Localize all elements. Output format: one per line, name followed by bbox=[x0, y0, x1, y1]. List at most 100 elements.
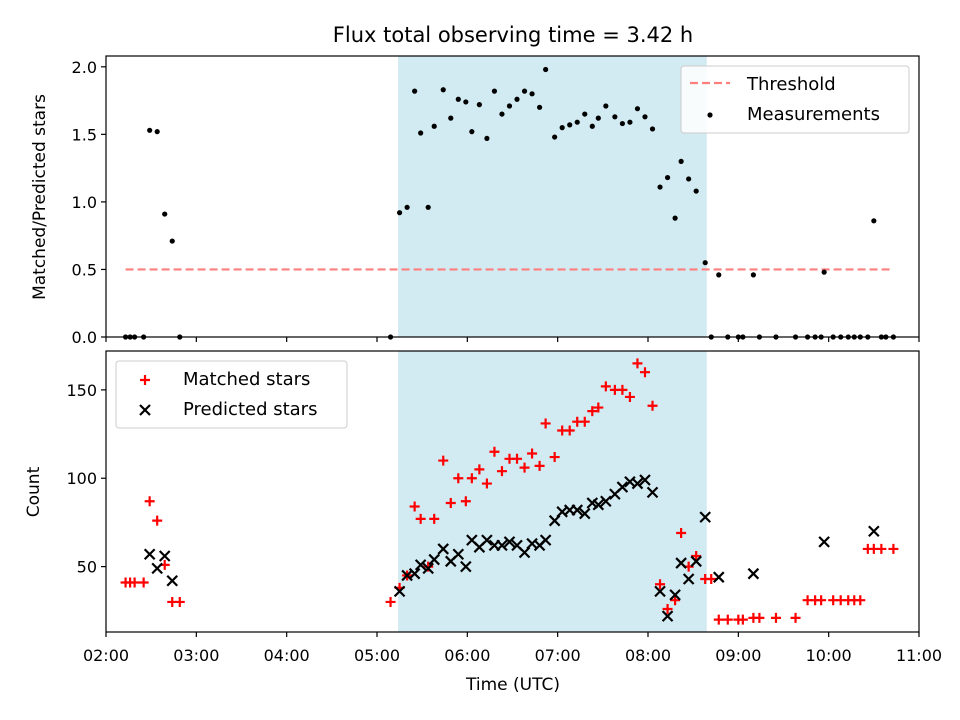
predicted-star-point bbox=[166, 574, 179, 587]
measurement-point bbox=[567, 122, 573, 128]
matched-star-point bbox=[152, 515, 163, 526]
matched-star-point bbox=[481, 478, 492, 489]
matched-star-point bbox=[713, 614, 724, 625]
measurement-point bbox=[521, 88, 528, 94]
measurement-point bbox=[574, 119, 580, 125]
matched-star-point bbox=[647, 400, 658, 411]
top-y-tick-label: 0.0 bbox=[72, 328, 97, 347]
bottom-legend: Matched stars Predicted stars bbox=[115, 360, 348, 429]
x-tick-label: 05:00 bbox=[354, 646, 400, 665]
predicted-star-point bbox=[539, 534, 552, 546]
measurement-point bbox=[642, 114, 648, 120]
matched-star-point bbox=[438, 455, 449, 466]
predicted-star-point bbox=[639, 474, 651, 486]
top-y-tick-label: 1.0 bbox=[72, 193, 97, 212]
matched-star-point bbox=[579, 416, 590, 427]
matched-star-point bbox=[593, 402, 604, 413]
x-tick-label: 04:00 bbox=[264, 646, 310, 665]
predicted-star-point bbox=[682, 573, 695, 585]
measurement-point bbox=[418, 130, 424, 136]
measurement-point bbox=[672, 215, 678, 221]
measurement-point bbox=[404, 204, 410, 210]
predicted-star-point bbox=[661, 610, 674, 622]
predicted-star-point bbox=[669, 589, 681, 601]
matched-star-point bbox=[460, 496, 471, 507]
matched-star-point bbox=[617, 384, 628, 395]
measurement-point bbox=[664, 174, 671, 181]
matched-star-point bbox=[737, 614, 748, 625]
matched-star-point bbox=[722, 614, 733, 625]
matched-star-point bbox=[662, 604, 673, 615]
predicted-star-point bbox=[747, 567, 760, 580]
measurement-point bbox=[589, 123, 595, 129]
x-tick-label: 10:00 bbox=[806, 646, 852, 665]
legend-measurements-swatch bbox=[707, 112, 713, 118]
matched-star-point bbox=[534, 460, 545, 471]
measurement-point bbox=[595, 115, 601, 121]
matched-star-point bbox=[540, 418, 551, 429]
measurement-point bbox=[657, 184, 663, 190]
measurement-point bbox=[440, 87, 446, 93]
predicted-star-point bbox=[690, 555, 702, 568]
legend-matched-swatch bbox=[140, 375, 150, 385]
x-tick-label: 07:00 bbox=[535, 646, 581, 665]
matched-star-point bbox=[706, 573, 717, 584]
predicted-star-point bbox=[712, 571, 725, 583]
matched-star-point bbox=[888, 543, 899, 554]
legend-predicted-swatch bbox=[139, 404, 151, 416]
matched-star-point bbox=[670, 595, 681, 606]
measurement-point bbox=[649, 126, 656, 132]
legend-matched-label: Matched stars bbox=[183, 369, 310, 390]
matched-star-point bbox=[624, 391, 635, 402]
predicted-star-point bbox=[481, 534, 493, 546]
measurement-point bbox=[693, 188, 699, 194]
measurement-point bbox=[412, 88, 418, 94]
matched-star-point bbox=[855, 595, 866, 606]
measurement-point bbox=[162, 211, 168, 217]
predicted-star-point bbox=[496, 539, 508, 552]
predicted-star-point bbox=[675, 557, 687, 569]
x-axis-label: Time (UTC) bbox=[465, 675, 560, 695]
matched-star-point bbox=[174, 596, 185, 607]
x-tick-label: 11:00 bbox=[896, 646, 942, 665]
predicted-star-point bbox=[818, 536, 830, 548]
predicted-star-point bbox=[158, 550, 171, 562]
measurement-point bbox=[476, 102, 482, 108]
x-tick-label: 08:00 bbox=[625, 646, 671, 665]
bottom-y-tick-label: 150 bbox=[66, 381, 97, 400]
bottom-y-axis-label: Count bbox=[24, 466, 44, 517]
matched-star-point bbox=[466, 473, 477, 484]
predicted-star-point bbox=[578, 507, 591, 520]
measurement-point bbox=[821, 269, 827, 275]
predicted-star-point bbox=[654, 585, 666, 598]
matched-star-point bbox=[655, 579, 666, 590]
top-observing-span bbox=[398, 56, 707, 337]
measurement-point bbox=[619, 120, 626, 127]
bottom-legend-box bbox=[115, 360, 348, 429]
predicted-star-point bbox=[631, 477, 644, 490]
predicted-star-point bbox=[600, 495, 612, 507]
legend-predicted-label: Predicted stars bbox=[183, 399, 317, 420]
matched-star-point bbox=[409, 501, 420, 512]
predicted-star-point bbox=[699, 511, 711, 523]
legend-measurements-label: Measurements bbox=[747, 104, 880, 125]
predicted-star-point bbox=[414, 559, 427, 571]
measurement-point bbox=[634, 106, 641, 112]
measurement-point bbox=[678, 158, 684, 164]
measurement-point bbox=[559, 125, 565, 131]
measurement-point bbox=[448, 115, 454, 121]
predicted-star-point bbox=[422, 562, 434, 575]
measurement-point bbox=[537, 104, 543, 110]
measurement-point bbox=[431, 123, 437, 129]
matched-star-point bbox=[770, 612, 781, 623]
top-legend-box bbox=[680, 65, 910, 134]
x-tick-label: 03:00 bbox=[173, 646, 219, 665]
matched-star-point bbox=[549, 452, 560, 463]
matched-star-point bbox=[496, 466, 507, 477]
measurement-point bbox=[686, 176, 692, 182]
predicted-star-point bbox=[151, 562, 163, 575]
matched-star-point bbox=[415, 513, 426, 524]
bottom-y-tick-label: 50 bbox=[77, 558, 97, 577]
matched-star-point bbox=[564, 425, 575, 436]
top-axes-frame bbox=[105, 55, 920, 338]
